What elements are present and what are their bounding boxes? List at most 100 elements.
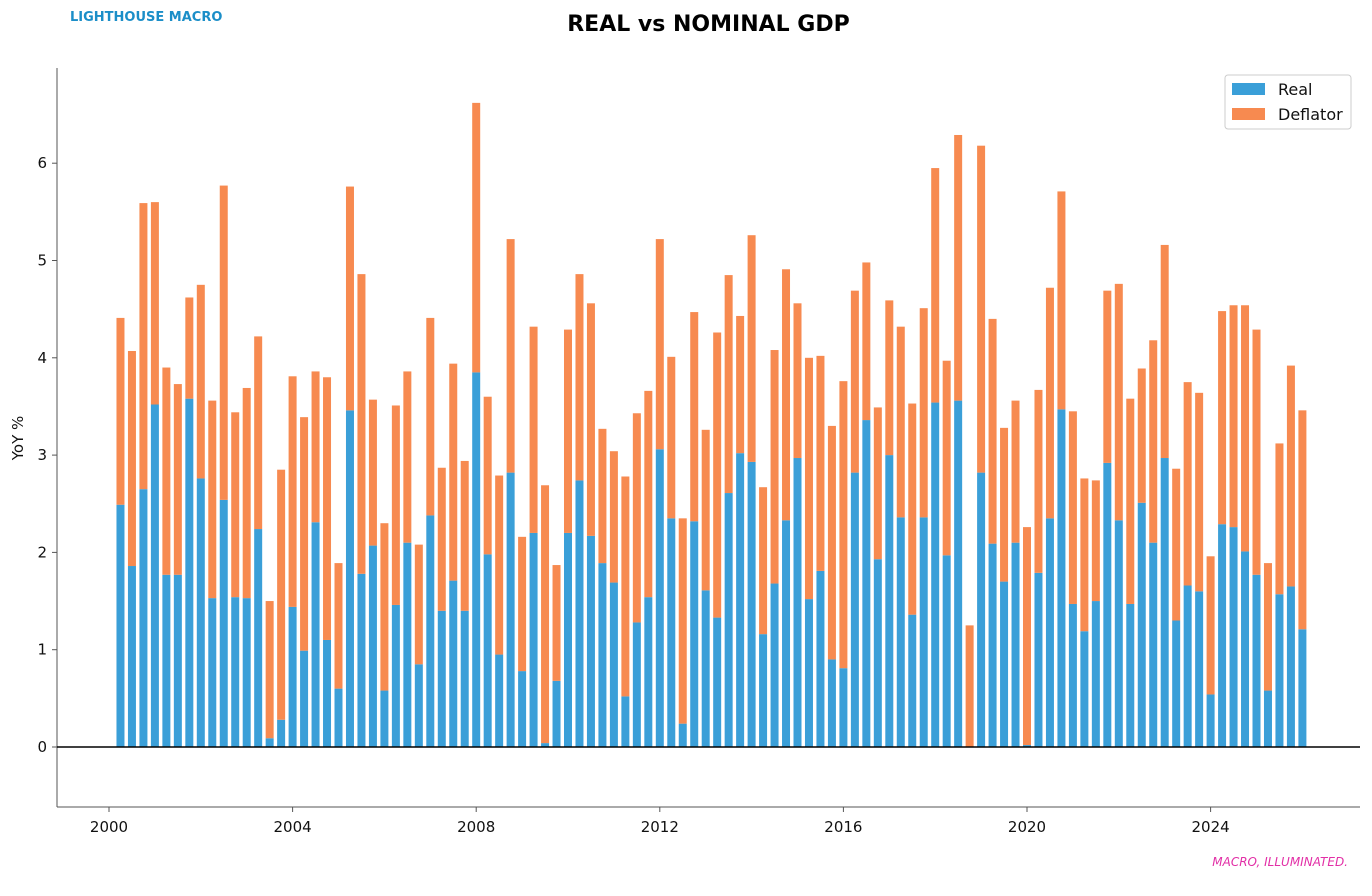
bar-deflator <box>782 269 790 520</box>
bar-deflator <box>530 327 538 533</box>
bar-deflator <box>266 601 274 738</box>
bar-real <box>415 664 423 747</box>
bar-deflator <box>1069 411 1077 604</box>
bar-deflator <box>1092 480 1100 601</box>
bar-deflator <box>1138 369 1146 503</box>
bar-real <box>116 505 124 747</box>
bar-real <box>943 555 951 747</box>
bar-deflator <box>1218 311 1226 524</box>
bar-deflator <box>1103 291 1111 463</box>
bar-real <box>369 546 377 747</box>
bar-deflator <box>208 401 216 599</box>
x-tick-label: 2012 <box>641 818 679 836</box>
bar-real <box>771 584 779 747</box>
bar-deflator <box>197 285 205 479</box>
bar-real <box>977 473 985 747</box>
y-tick-label: 0 <box>37 738 47 756</box>
bar-real <box>162 575 170 747</box>
bar-deflator <box>908 404 916 615</box>
bar-real <box>633 622 641 747</box>
bar-real <box>610 583 618 747</box>
bar-deflator <box>507 239 515 473</box>
bar-real <box>357 574 365 747</box>
gdp-bar-chart: 01234562000 2004 2008 2012 2016 2020 2024YoY %… <box>0 0 1372 896</box>
legend-swatch-real <box>1232 83 1265 95</box>
bar-deflator <box>289 376 297 607</box>
legend: Real Deflator <box>1225 75 1351 129</box>
bar-deflator <box>403 371 411 542</box>
bar-real <box>564 533 572 747</box>
bar-deflator <box>1207 556 1215 694</box>
bar-real <box>507 473 515 747</box>
bar-deflator <box>357 274 365 574</box>
bar-deflator <box>644 391 652 597</box>
bar-deflator <box>1000 428 1008 582</box>
bar-real <box>1012 543 1020 747</box>
bar-deflator <box>1241 305 1249 551</box>
bar-real <box>931 403 939 747</box>
bar-deflator <box>633 413 641 622</box>
bar-real <box>908 615 916 747</box>
bar-real <box>989 544 997 747</box>
bar-real <box>897 517 905 747</box>
bar-real <box>553 681 561 747</box>
bar-deflator <box>518 537 526 671</box>
bar-real <box>702 590 710 747</box>
bar-deflator <box>897 327 905 518</box>
bar-real <box>1115 520 1123 747</box>
bar-deflator <box>587 303 595 536</box>
bar-deflator <box>1034 390 1042 573</box>
bar-real <box>1034 573 1042 747</box>
bar-deflator <box>759 487 767 634</box>
bar-real <box>725 493 733 747</box>
bar-deflator <box>369 400 377 546</box>
bar-deflator <box>1057 191 1065 409</box>
bar-real <box>839 668 847 747</box>
bar-real <box>644 597 652 747</box>
bar-real <box>1230 527 1238 747</box>
bar-real <box>266 738 274 747</box>
bar-real <box>380 691 388 747</box>
bar-real <box>208 598 216 747</box>
bar-real <box>1080 631 1088 747</box>
bar-deflator <box>931 168 939 402</box>
bar-real <box>312 522 320 747</box>
bar-deflator <box>954 135 962 401</box>
bar-deflator <box>862 262 870 420</box>
bar-deflator <box>702 430 710 591</box>
x-tick-label: 2008 <box>457 818 495 836</box>
bar-deflator <box>1161 245 1169 458</box>
y-tick-label: 1 <box>37 641 47 659</box>
bar-deflator <box>771 350 779 584</box>
bar-real <box>736 453 744 747</box>
bar-deflator <box>1172 469 1180 621</box>
tagline: MACRO, ILLUMINATED. <box>1212 855 1348 869</box>
bar-real <box>1057 409 1065 747</box>
bar-deflator <box>828 426 836 660</box>
bar-deflator <box>1195 393 1203 591</box>
y-axis-label: YoY % <box>9 416 27 462</box>
bar-real <box>1126 604 1134 747</box>
legend-label-deflator: Deflator <box>1278 105 1343 124</box>
bar-deflator <box>575 274 583 480</box>
y-tick-label: 5 <box>37 252 47 270</box>
bar-deflator <box>553 565 561 681</box>
bar-real <box>1161 458 1169 747</box>
bar-deflator <box>1264 563 1272 690</box>
bar-real <box>174 575 182 747</box>
bar-deflator <box>392 405 400 604</box>
bar-deflator <box>598 429 606 563</box>
bar-deflator <box>713 333 721 618</box>
bar-real <box>656 449 664 747</box>
bar-deflator <box>438 468 446 611</box>
bar-deflator <box>1012 401 1020 543</box>
bar-real <box>1298 629 1306 747</box>
bar-deflator <box>656 239 664 449</box>
bar-deflator <box>541 485 549 743</box>
legend-swatch-deflator <box>1232 108 1265 120</box>
bar-real <box>816 571 824 747</box>
bar-real <box>874 559 882 747</box>
bar-real <box>1069 604 1077 747</box>
bar-deflator <box>231 412 239 597</box>
bar-real <box>530 533 538 747</box>
